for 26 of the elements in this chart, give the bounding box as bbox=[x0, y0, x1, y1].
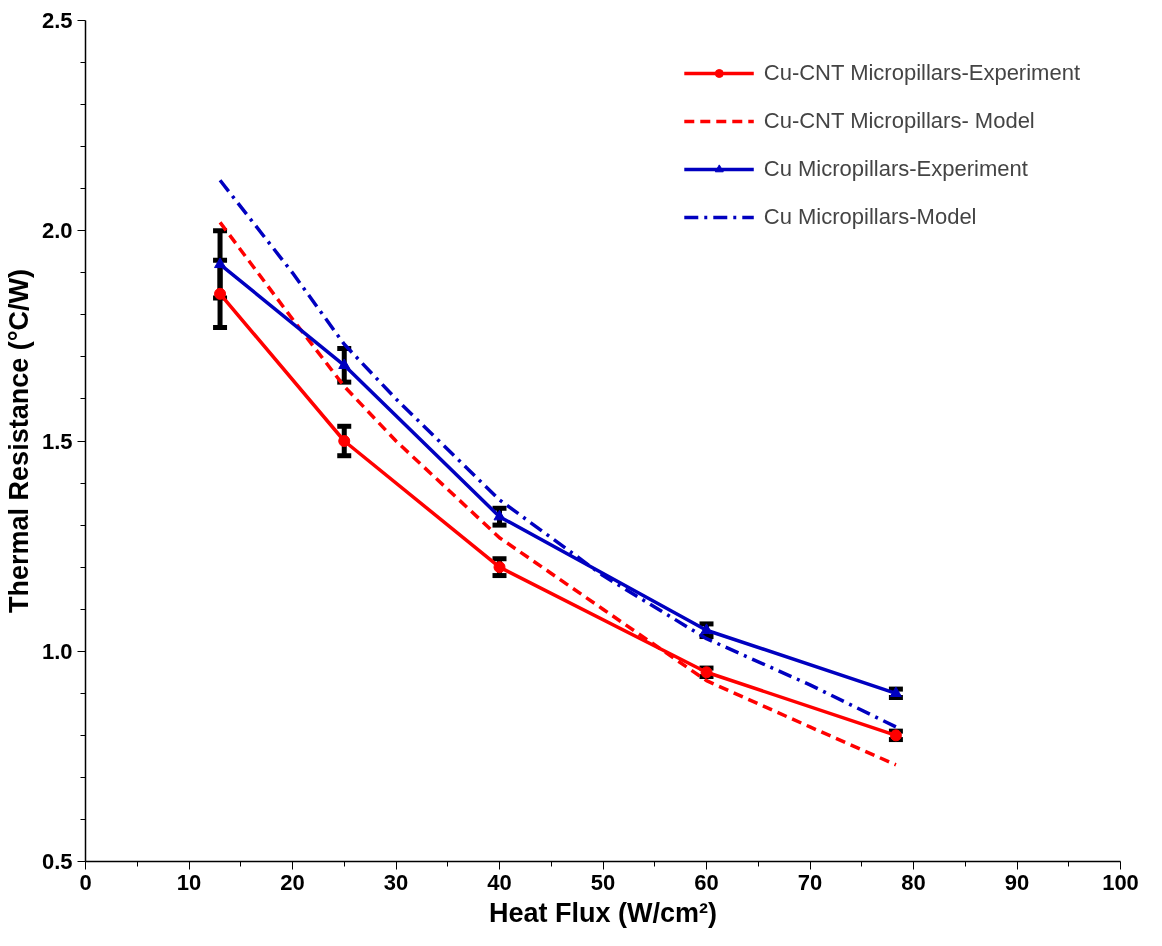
legend-label: Cu Micropillars-Experiment bbox=[763, 156, 1028, 182]
legend-label: Cu Micropillars-Model bbox=[763, 204, 977, 230]
point bbox=[493, 509, 506, 521]
point bbox=[338, 435, 351, 447]
x-tick-label: 50 bbox=[590, 869, 616, 895]
y-tick-label: 2.5 bbox=[41, 8, 73, 33]
legend-label: Cu-CNT Micropillars-Experiment bbox=[763, 60, 1080, 86]
x-tick-label: 70 bbox=[797, 869, 823, 895]
x-tick-label: 30 bbox=[383, 869, 409, 895]
y-tick-label: 0.5 bbox=[41, 849, 73, 874]
x-tick-label: 10 bbox=[176, 869, 202, 895]
x-tick-label: 0 bbox=[79, 869, 92, 895]
x-tick-label: 80 bbox=[901, 869, 926, 895]
y-tick-label: 1.5 bbox=[41, 428, 73, 454]
x-tick-label: 40 bbox=[487, 869, 512, 895]
x-tick-label: 90 bbox=[1004, 869, 1030, 895]
y-tick-label: 2.0 bbox=[41, 218, 73, 244]
x-tick-label: 20 bbox=[280, 869, 305, 895]
legend-label: Cu-CNT Micropillars- Model bbox=[763, 108, 1035, 134]
x-axis-title: Heat Flux (W/cm²) bbox=[488, 897, 718, 928]
point bbox=[338, 358, 351, 369]
x-tick-label: 60 bbox=[694, 869, 719, 895]
x-tick-label: 100 bbox=[1102, 869, 1139, 895]
y-tick-label: 1.0 bbox=[41, 638, 73, 664]
point bbox=[889, 686, 902, 697]
y-axis-title: Thermal Resistance (°C/W) bbox=[3, 269, 34, 613]
